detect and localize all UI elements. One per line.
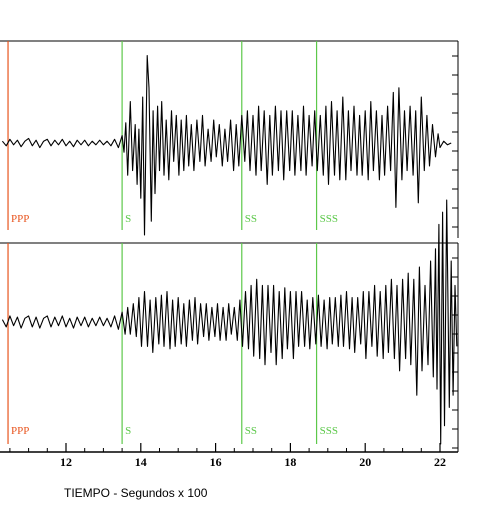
panel-bottom-trace: [1, 199, 458, 445]
x-axis: 12 14 16 18 20 22: [0, 443, 458, 469]
panel-bottom-phase-markers: PPP S SS SSS: [7, 243, 338, 444]
seismic-trace-line: [1, 55, 452, 236]
phase-marker-label: S: [125, 213, 131, 225]
x-axis-label: TIEMPO - Segundos x 100: [64, 486, 208, 500]
x-tick-label: 20: [359, 455, 371, 469]
x-tick-label: 12: [60, 455, 72, 469]
x-tick-label: 16: [210, 455, 222, 469]
seismic-trace-line: [1, 199, 458, 445]
phase-marker-label: PPP: [11, 213, 29, 225]
x-tick-label: 22: [434, 455, 446, 469]
phase-marker-label: SSS: [320, 213, 338, 225]
panel-bottom: PPP S SS SSS: [0, 199, 459, 452]
panel-top: PPP S SS SSS: [0, 40, 459, 238]
phase-marker-label: SS: [245, 425, 257, 437]
panel-top-phase-markers: PPP S SS SSS: [7, 41, 338, 230]
x-tick-label: 18: [284, 455, 296, 469]
panel-top-trace: [1, 55, 452, 236]
x-tick-label: 14: [135, 455, 147, 469]
phase-marker-label: SSS: [320, 425, 338, 437]
phase-marker-label: SS: [245, 213, 257, 225]
phase-marker-label: PPP: [11, 425, 29, 437]
phase-marker-label: S: [125, 425, 131, 437]
panel-top-y-ticks: [452, 55, 458, 228]
